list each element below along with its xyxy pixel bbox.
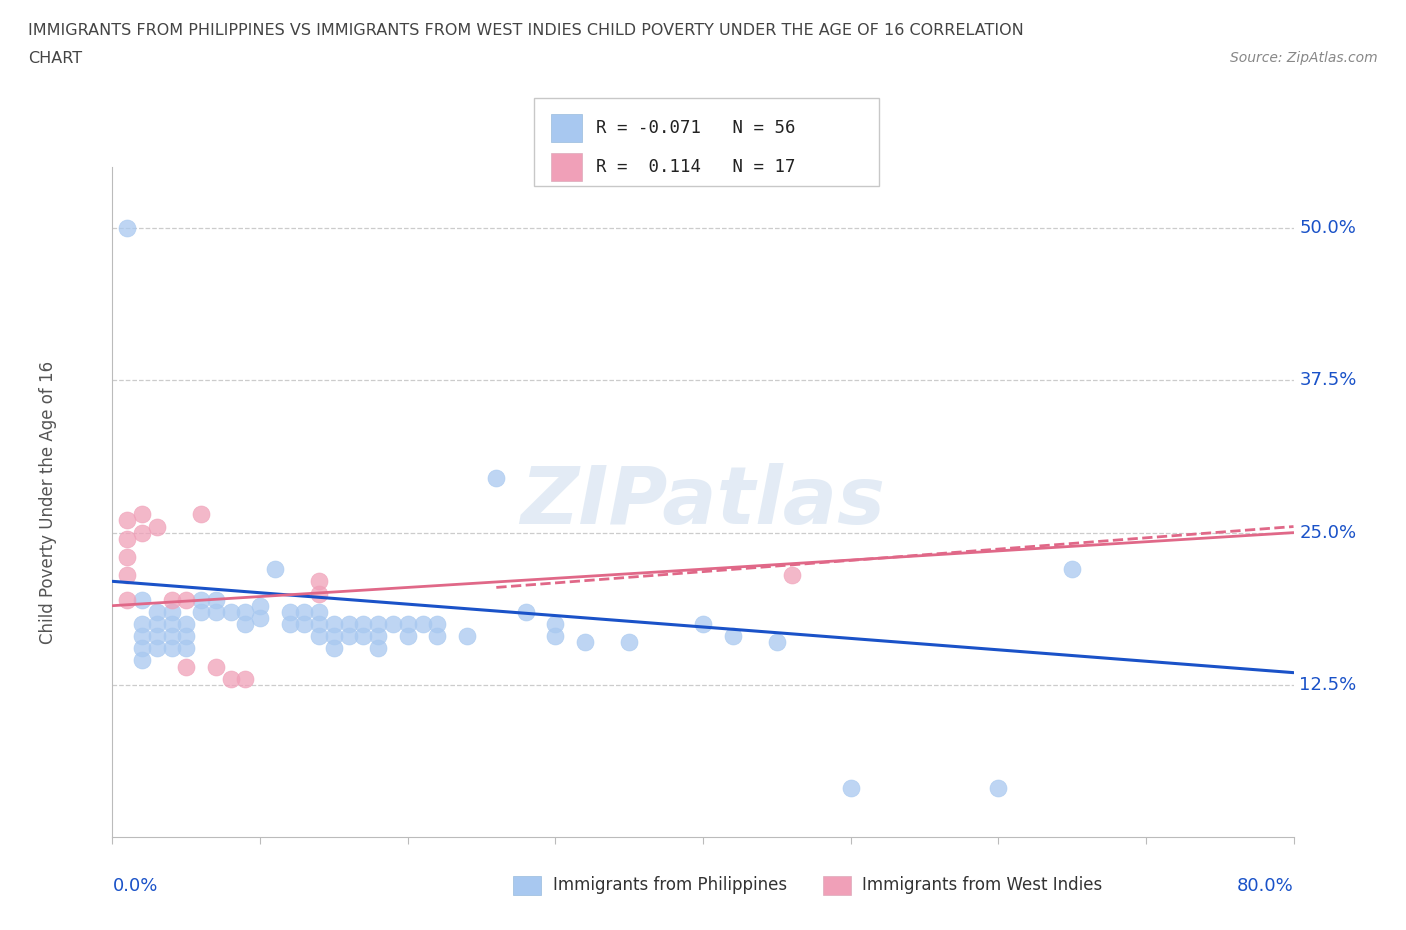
Point — [308, 604, 330, 619]
Point — [323, 641, 346, 656]
Point — [352, 629, 374, 644]
Point — [396, 629, 419, 644]
Point — [233, 617, 256, 631]
Point — [337, 617, 360, 631]
Point — [352, 617, 374, 631]
Point — [323, 617, 346, 631]
Text: R =  0.114   N = 17: R = 0.114 N = 17 — [596, 158, 796, 177]
Point — [205, 659, 228, 674]
Point — [367, 641, 389, 656]
Point — [367, 629, 389, 644]
Text: 25.0%: 25.0% — [1299, 524, 1357, 541]
Text: Immigrants from West Indies: Immigrants from West Indies — [862, 876, 1102, 895]
Point — [323, 629, 346, 644]
Point — [766, 635, 789, 650]
Text: IMMIGRANTS FROM PHILIPPINES VS IMMIGRANTS FROM WEST INDIES CHILD POVERTY UNDER T: IMMIGRANTS FROM PHILIPPINES VS IMMIGRANT… — [28, 23, 1024, 38]
Point — [190, 592, 212, 607]
Point — [174, 659, 197, 674]
Point — [131, 641, 153, 656]
Point — [160, 617, 183, 631]
Point — [278, 604, 301, 619]
Point — [426, 629, 449, 644]
Point — [174, 592, 197, 607]
Point — [574, 635, 596, 650]
Point — [160, 641, 183, 656]
Text: CHART: CHART — [28, 51, 82, 66]
Text: Child Poverty Under the Age of 16: Child Poverty Under the Age of 16 — [38, 361, 56, 644]
Text: Source: ZipAtlas.com: Source: ZipAtlas.com — [1230, 51, 1378, 65]
Point — [249, 610, 271, 625]
Point — [1062, 562, 1084, 577]
Point — [292, 604, 315, 619]
Point — [264, 562, 287, 577]
Point — [544, 617, 567, 631]
Point — [367, 617, 389, 631]
Point — [426, 617, 449, 631]
Point — [396, 617, 419, 631]
Point — [174, 641, 197, 656]
Point — [382, 617, 405, 631]
Point — [219, 671, 242, 686]
Point — [485, 471, 508, 485]
Point — [131, 629, 153, 644]
Text: 12.5%: 12.5% — [1299, 676, 1357, 694]
Text: 80.0%: 80.0% — [1237, 877, 1294, 896]
Point — [146, 617, 169, 631]
Point — [117, 592, 138, 607]
Point — [308, 586, 330, 601]
Point — [174, 629, 197, 644]
Point — [190, 507, 212, 522]
Point — [117, 531, 138, 546]
Point — [721, 629, 744, 644]
Point — [780, 568, 803, 583]
Text: Immigrants from Philippines: Immigrants from Philippines — [553, 876, 787, 895]
Text: 50.0%: 50.0% — [1299, 219, 1357, 237]
Point — [131, 592, 153, 607]
Point — [131, 653, 153, 668]
Point — [146, 604, 169, 619]
Point — [131, 617, 153, 631]
Point — [308, 617, 330, 631]
Point — [278, 617, 301, 631]
Point — [619, 635, 641, 650]
Point — [160, 604, 183, 619]
Point — [249, 598, 271, 613]
Point — [219, 604, 242, 619]
Point — [117, 220, 138, 235]
Point — [146, 629, 169, 644]
Point — [308, 629, 330, 644]
Point — [456, 629, 478, 644]
Point — [308, 574, 330, 589]
Point — [987, 781, 1010, 796]
Point — [515, 604, 537, 619]
Text: 37.5%: 37.5% — [1299, 371, 1357, 390]
Point — [117, 550, 138, 565]
Point — [411, 617, 433, 631]
Point — [131, 507, 153, 522]
Point — [117, 568, 138, 583]
Point — [233, 671, 256, 686]
Point — [233, 604, 256, 619]
Point — [544, 629, 567, 644]
Point — [160, 629, 183, 644]
Text: ZIPatlas: ZIPatlas — [520, 463, 886, 541]
Point — [117, 513, 138, 528]
Point — [131, 525, 153, 540]
Point — [205, 604, 228, 619]
Point — [337, 629, 360, 644]
Point — [146, 519, 169, 534]
Point — [839, 781, 862, 796]
Point — [146, 641, 169, 656]
Point — [160, 592, 183, 607]
Point — [190, 604, 212, 619]
Point — [174, 617, 197, 631]
Text: R = -0.071   N = 56: R = -0.071 N = 56 — [596, 119, 796, 138]
Point — [692, 617, 714, 631]
Point — [292, 617, 315, 631]
Point — [205, 592, 228, 607]
Text: 0.0%: 0.0% — [112, 877, 157, 896]
